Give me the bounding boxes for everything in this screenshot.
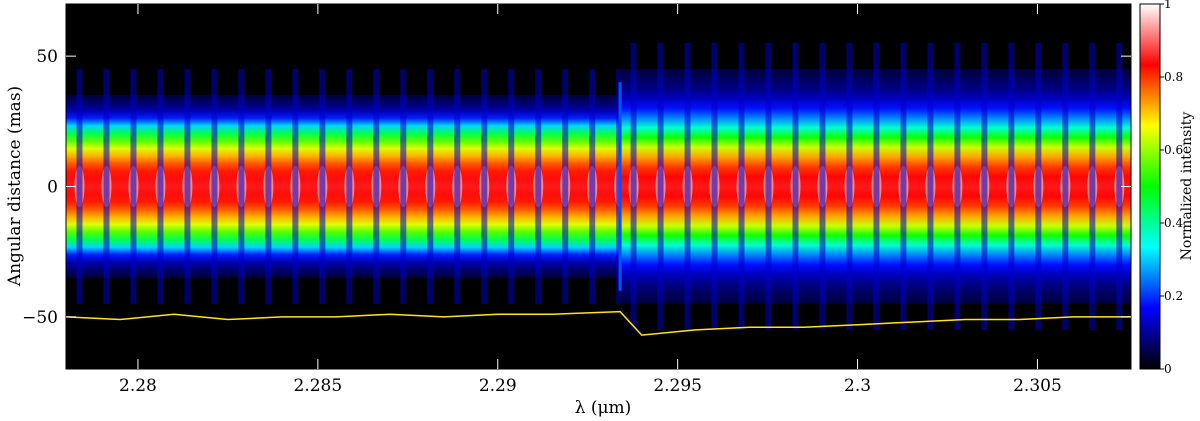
- line-wing: [1116, 43, 1123, 330]
- colorbar-gradient: [1139, 3, 1161, 370]
- line-wing: [954, 43, 961, 330]
- line-wing: [792, 43, 799, 330]
- line-wing: [846, 43, 853, 330]
- colorbar: 0 0.2 0.4 0.6 0.8 1: [1139, 0, 1183, 376]
- line-wing: [873, 43, 880, 330]
- plot-area: [65, 3, 1132, 370]
- x-axis: 2.28 2.285 2.29 2.295 2.3 2.305: [119, 4, 1062, 396]
- line-wing: [1089, 43, 1096, 330]
- colorbar-tick-label: 0.4: [1164, 216, 1183, 230]
- x-tick-label: 2.285: [294, 376, 343, 396]
- line-wing: [454, 69, 461, 304]
- y-tick-label: 0: [47, 178, 58, 198]
- overlay-spectrum-line: [66, 310, 1131, 336]
- line-wing: [373, 69, 380, 304]
- y-tick-label: −50: [22, 308, 58, 328]
- line-wing: [927, 43, 934, 330]
- line-wing: [211, 69, 218, 304]
- colorbar-label: Normalized intensity: [1179, 112, 1195, 261]
- line-wing: [346, 69, 353, 304]
- line-wing: [819, 43, 826, 330]
- line-wing: [157, 69, 164, 304]
- y-axis: −50 0 50: [22, 47, 1131, 328]
- colorbar-tick-label: 0.8: [1164, 70, 1183, 84]
- line-wing: [238, 69, 245, 304]
- line-wing: [76, 69, 83, 304]
- x-tick-label: 2.29: [479, 376, 517, 396]
- colorbar-tick-label: 0.2: [1164, 289, 1183, 303]
- line-wing: [765, 43, 772, 330]
- x-tick-label: 2.3: [844, 376, 871, 396]
- line-wing: [427, 69, 434, 304]
- line-wing: [589, 69, 596, 304]
- line-wing: [481, 69, 488, 304]
- colorbar-tick-label: 0.6: [1164, 143, 1183, 157]
- line-wing: [265, 69, 272, 304]
- line-wing: [630, 43, 637, 330]
- line-wing: [319, 69, 326, 304]
- line-wing: [684, 43, 691, 330]
- line-wing: [562, 69, 569, 304]
- line-wing: [900, 43, 907, 330]
- line-wing: [103, 69, 110, 304]
- line-wing: [1008, 43, 1015, 330]
- line-wing: [738, 43, 745, 330]
- line-wing: [1062, 43, 1069, 330]
- x-tick-label: 2.295: [653, 376, 702, 396]
- line-wing: [535, 69, 542, 304]
- line-wing: [981, 43, 988, 330]
- line-wing: [130, 69, 137, 304]
- line-wing: [184, 69, 191, 304]
- x-tick-label: 2.305: [1013, 376, 1062, 396]
- y-axis-label: Angular distance (mas): [5, 86, 25, 287]
- line-wing: [292, 69, 299, 304]
- line-wing: [400, 69, 407, 304]
- x-axis-label: λ (μm): [575, 398, 632, 417]
- line-wing: [1035, 43, 1042, 330]
- colorbar-tick-label: 1: [1164, 0, 1172, 11]
- line-wing: [508, 69, 515, 304]
- x-tick-label: 2.28: [119, 376, 157, 396]
- heatmap-cells: [66, 43, 1131, 336]
- line-wing: [711, 43, 718, 330]
- line-wing: [657, 43, 664, 330]
- colorbar-tick-label: 0: [1164, 362, 1172, 376]
- y-tick-label: 50: [36, 47, 58, 67]
